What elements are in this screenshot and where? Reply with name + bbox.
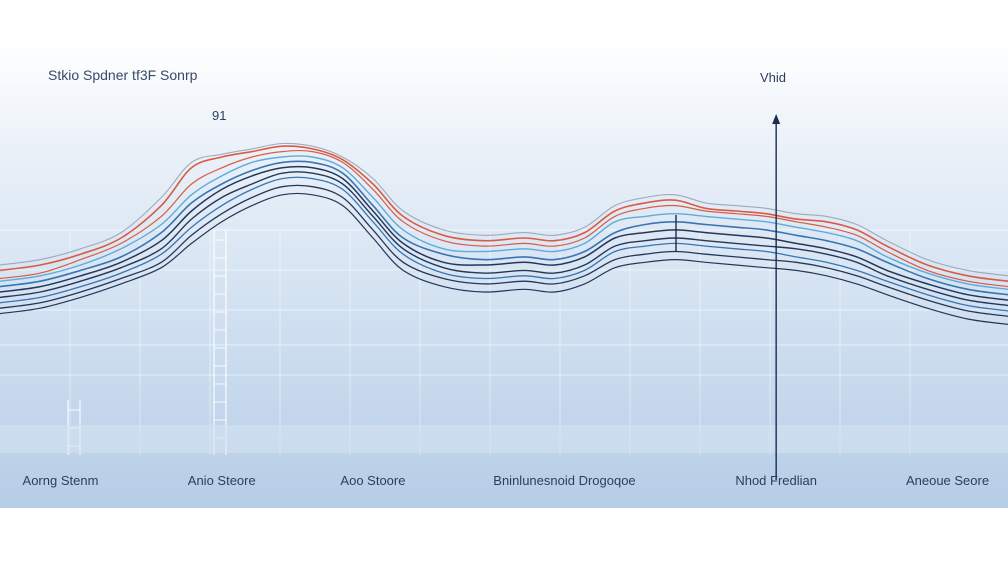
x-category-label-2: Aoo Stoore (340, 473, 405, 488)
series-line-2 (0, 155, 1008, 290)
series-line-0 (0, 145, 1008, 282)
x-category-label-0: Aorng Stenm (23, 473, 99, 488)
x-category-label-3: Bninlunesnoid Drogoqoe (493, 473, 635, 488)
chart-title: Stkio Spdner tf3F Sonrp (48, 67, 198, 83)
ladder-structure-1 (213, 230, 227, 455)
marker-annotation: Vhid (760, 70, 786, 85)
marker-group (675, 114, 781, 480)
marker-arrowhead (772, 114, 781, 124)
series-line-3 (0, 160, 1008, 296)
series-line-5 (0, 171, 1008, 307)
series-line-8 (0, 142, 1008, 277)
series-line-4 (0, 165, 1008, 301)
series-line-7 (0, 184, 1008, 317)
series-line-6 (0, 176, 1008, 312)
gridlines (0, 229, 1008, 455)
axis-band (0, 425, 1008, 453)
series-line-1 (0, 149, 1008, 288)
series-group (0, 142, 1008, 325)
x-category-label-4: Nhod Fredlian (735, 473, 817, 488)
x-axis: Aorng Stenm Anio Steore Aoo Stoore Bninlune… (23, 473, 990, 488)
x-category-label-5: Aneoue Seore (906, 473, 989, 488)
peak-annotation: 91 (212, 108, 226, 123)
x-category-label-1: Anio Steore (188, 473, 256, 488)
series-line-9 (0, 192, 1008, 325)
